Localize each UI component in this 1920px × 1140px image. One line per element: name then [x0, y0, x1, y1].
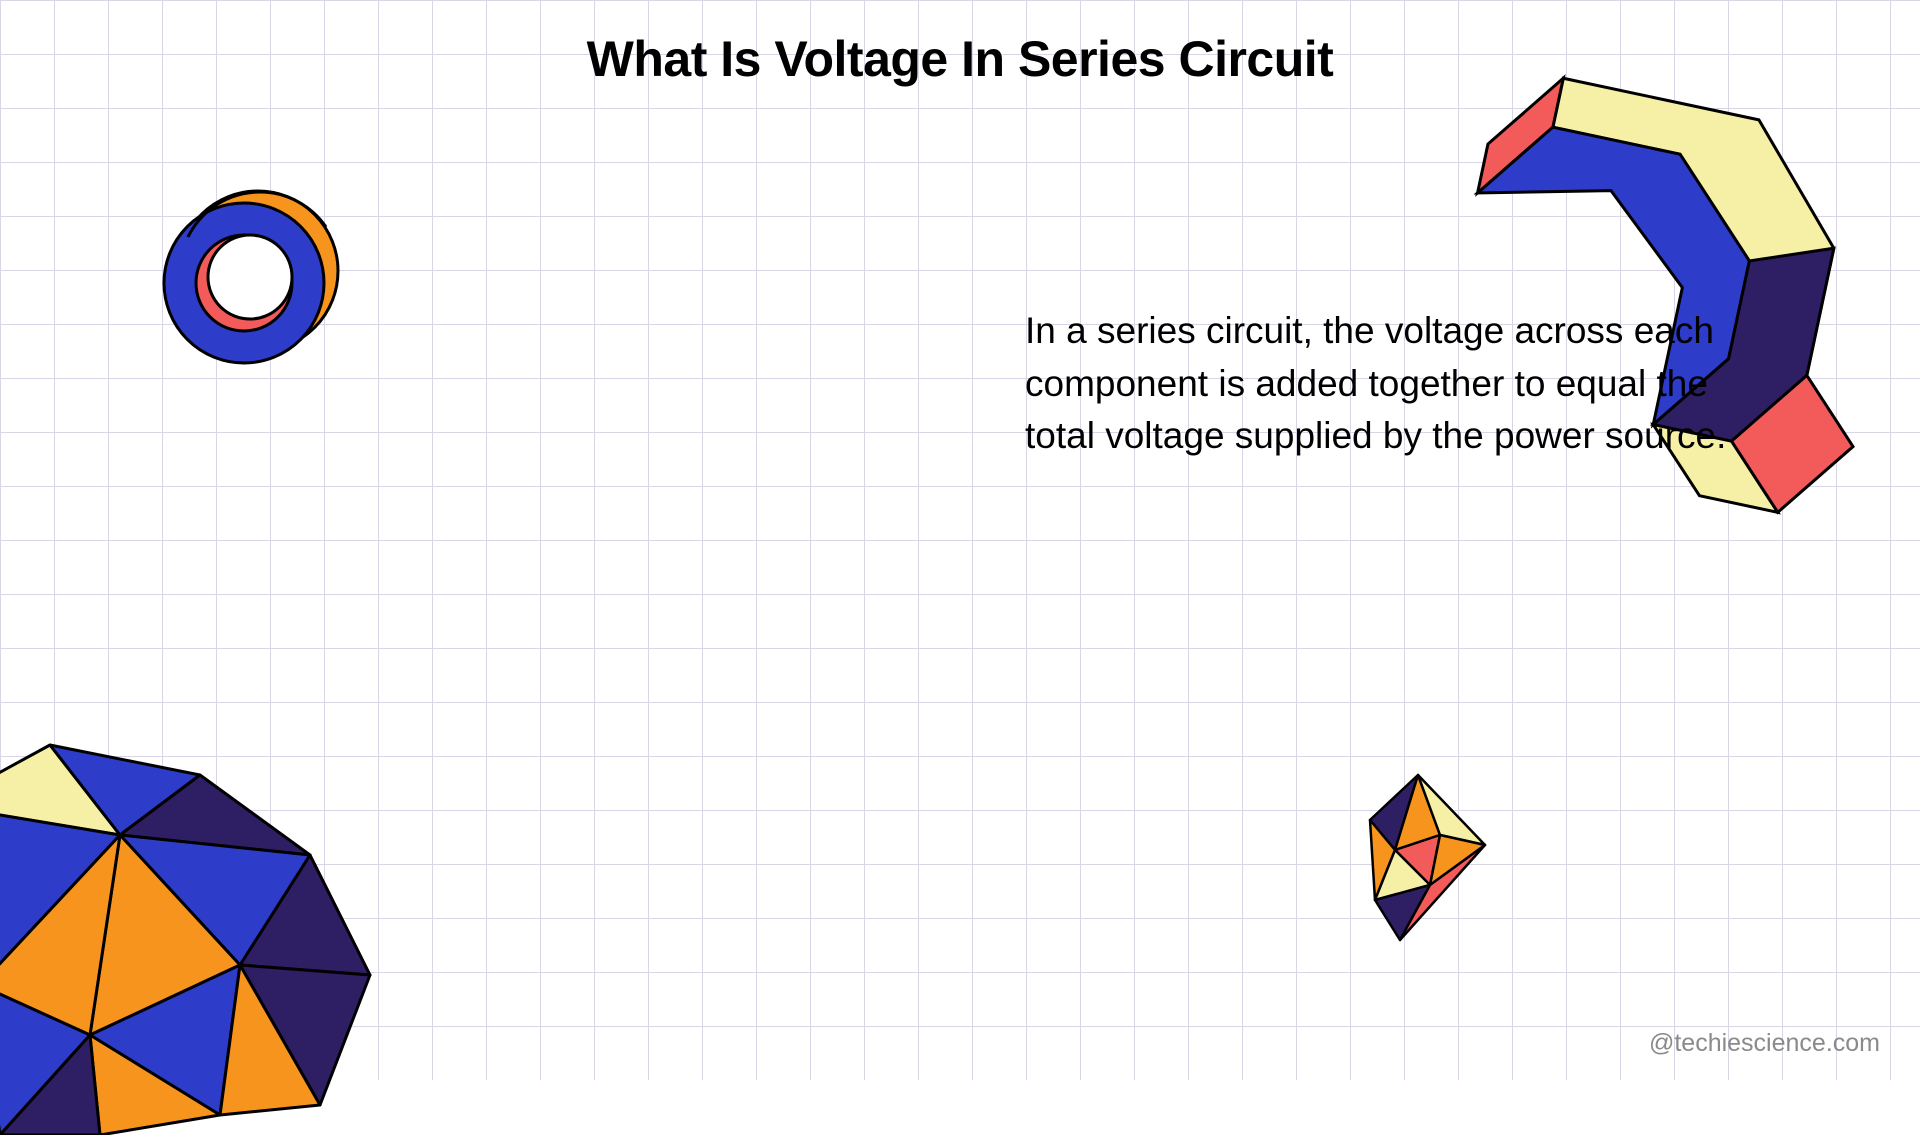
- body-paragraph: In a series circuit, the voltage across …: [1025, 305, 1775, 463]
- geodesic-sphere-shape-icon: [0, 675, 460, 1140]
- watermark-text: @techiescience.com: [1649, 1029, 1880, 1058]
- crystal-shape-icon: [1340, 770, 1500, 955]
- chevron-prism-shape-icon: [1400, 60, 1890, 535]
- ring-shape-icon: [160, 185, 340, 380]
- page-title: What Is Voltage In Series Circuit: [0, 30, 1920, 88]
